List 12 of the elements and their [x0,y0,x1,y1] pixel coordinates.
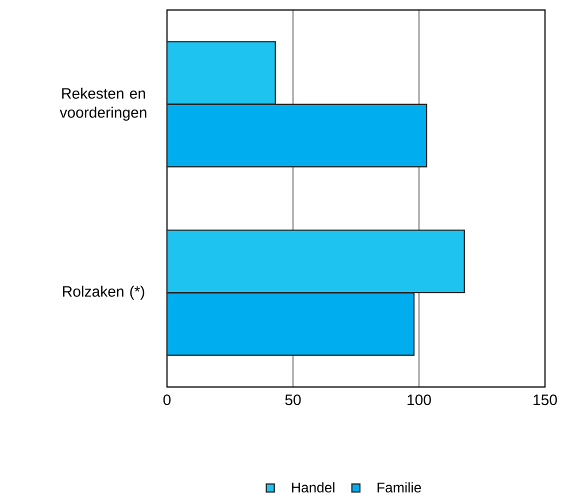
x-tick-label: 0 [163,394,171,406]
bar [167,230,465,294]
y-tick-label: Rekesten en voorderingen [60,88,146,121]
legend-label: Familie [378,482,421,492]
bar [167,41,276,105]
y-tick-label: Rolzaken (*) [63,286,144,300]
bar [167,104,428,168]
x-tick-label: 50 [285,394,301,406]
x-tick-label: 100 [408,394,431,406]
x-tick-label: 150 [534,394,557,406]
bar [167,292,415,356]
legend-label: Handel [292,482,334,492]
